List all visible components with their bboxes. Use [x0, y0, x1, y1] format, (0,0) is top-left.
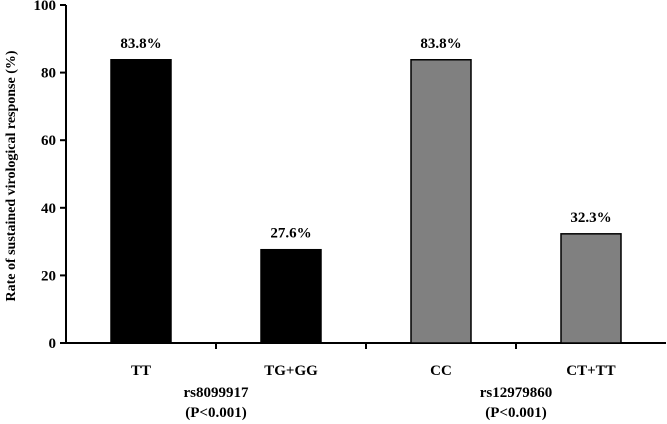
- group-label: rs8099917: [184, 385, 249, 401]
- bar: [260, 248, 322, 344]
- y-axis-title: Rate of sustained virological response (…: [4, 50, 19, 301]
- y-tick-label: 100: [34, 0, 57, 14]
- bar: [560, 233, 622, 344]
- y-tick-label: 80: [41, 66, 56, 82]
- x-tick-label: TT: [131, 363, 151, 379]
- bar: [110, 59, 172, 344]
- y-tick-label: 60: [41, 133, 56, 149]
- data-label: 83.8%: [420, 36, 461, 52]
- labels: 83.8% TT 27.6% TG+GG 83.8% CC 32.3% CT+TT rs8099…: [120, 36, 615, 421]
- x-tick-label: CC: [430, 363, 452, 379]
- group-pvalue: (P<0.001): [185, 405, 246, 421]
- data-label: 27.6%: [270, 226, 311, 242]
- y-tick-label: 40: [41, 201, 56, 217]
- y-tick-label: 20: [41, 268, 56, 284]
- data-label: 83.8%: [120, 36, 161, 52]
- bars: [110, 59, 622, 344]
- data-label: 32.3%: [570, 210, 611, 226]
- x-tick-label: TG+GG: [264, 363, 318, 379]
- x-tick-label: CT+TT: [566, 363, 615, 379]
- group-label: rs12979860: [480, 385, 553, 401]
- group-pvalue: (P<0.001): [485, 405, 546, 421]
- bar: [410, 59, 472, 344]
- y-tick-label: 0: [49, 336, 57, 352]
